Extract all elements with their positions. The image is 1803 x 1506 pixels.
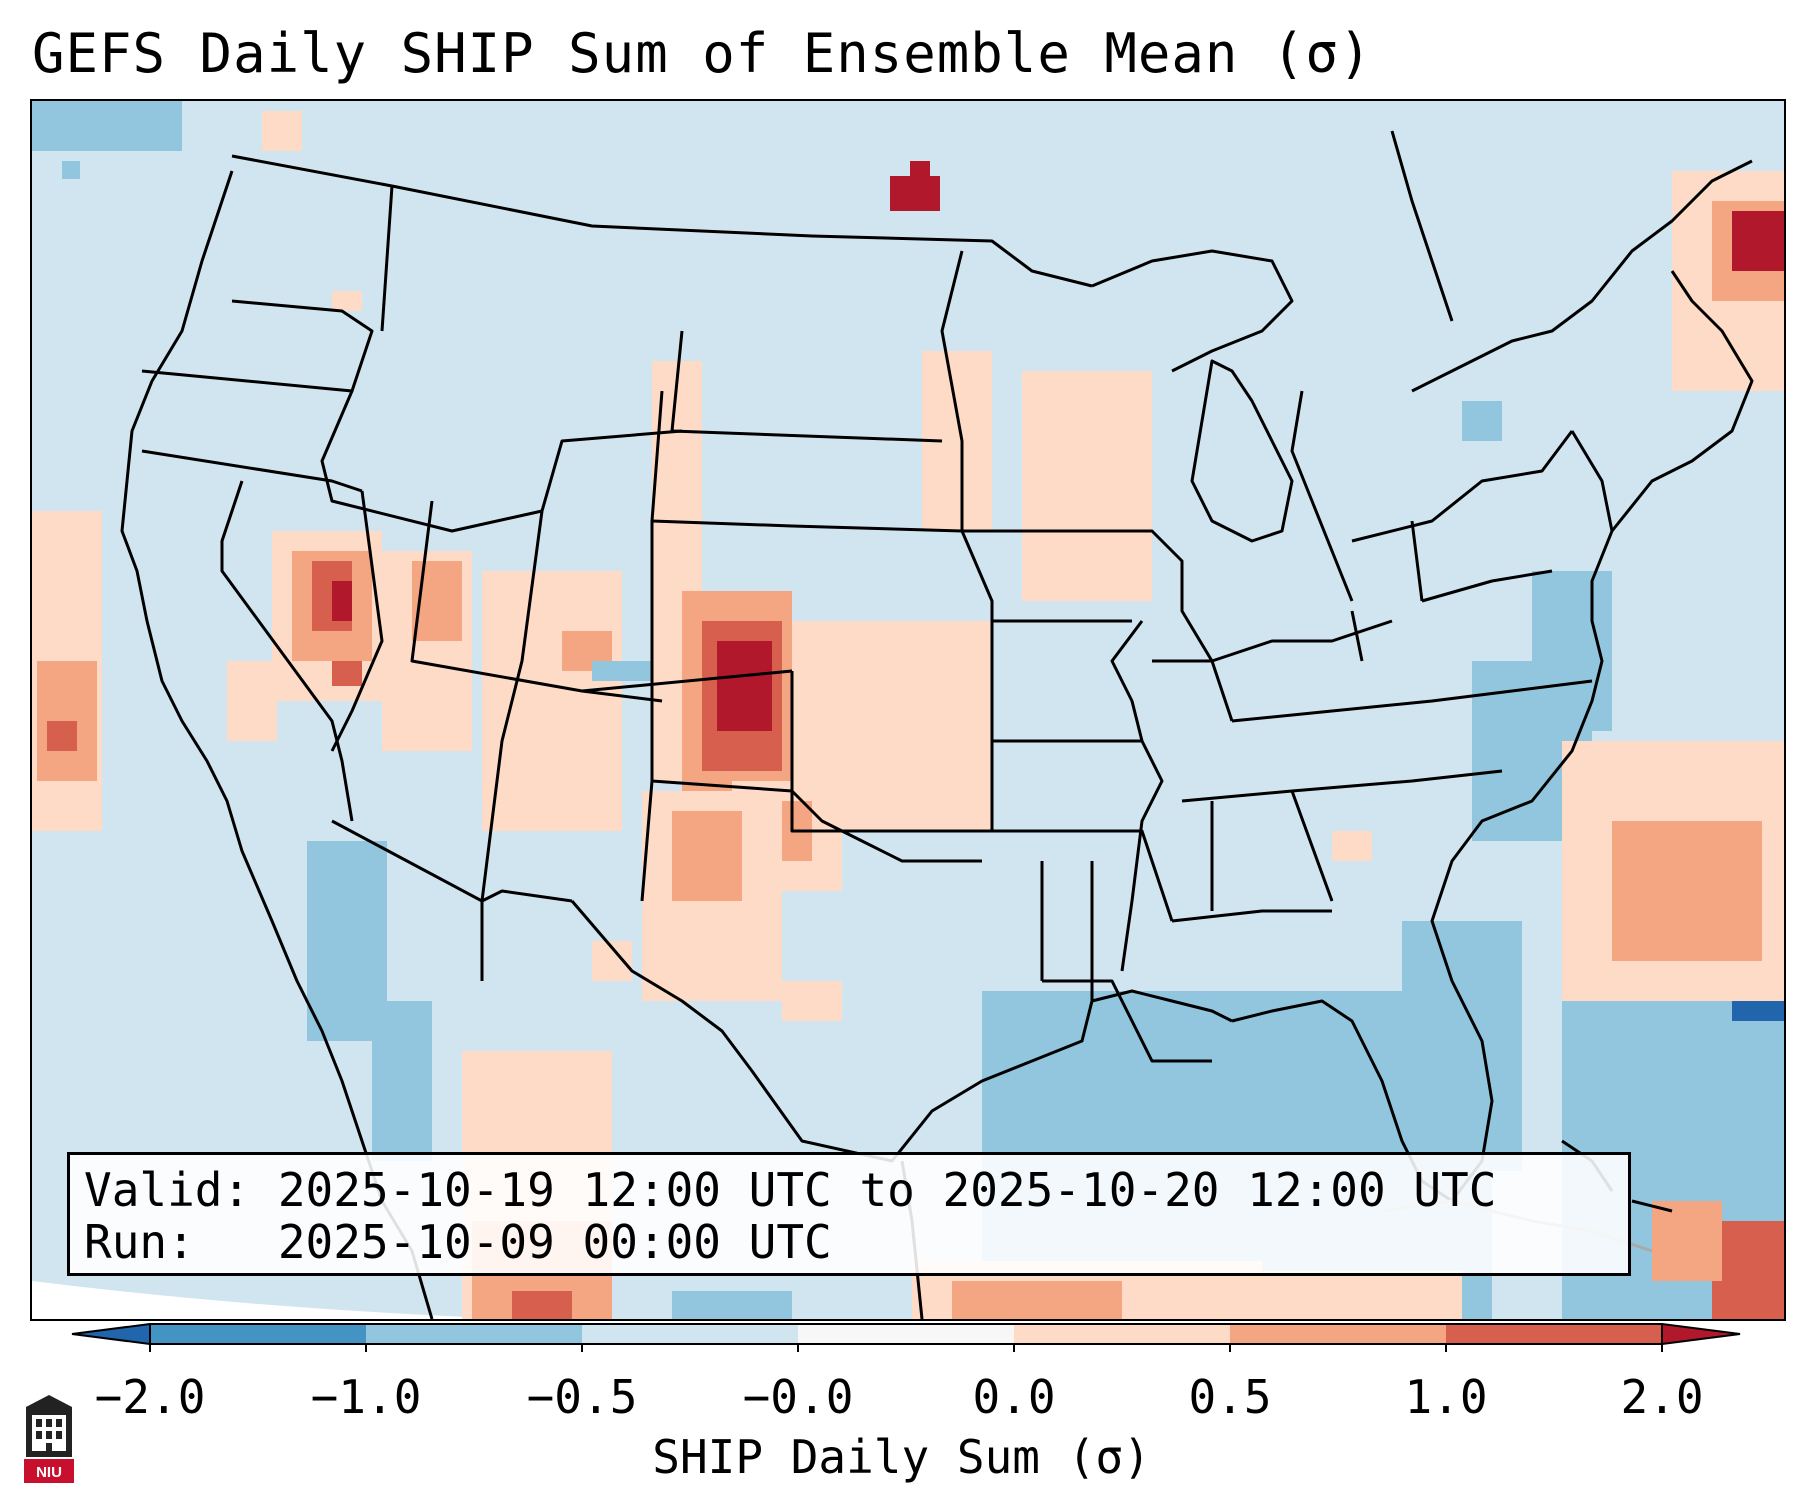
colorbar-tick-label: 0.5 <box>1188 1370 1272 1424</box>
colorbar-segment <box>798 1324 1015 1344</box>
ship-field <box>32 101 1784 1319</box>
state-borders <box>120 130 1754 1319</box>
colorbar <box>71 1323 1741 1352</box>
colorbar-tick-label: 0.0 <box>972 1370 1056 1424</box>
projection-edge <box>32 1281 517 1319</box>
colorbar-segment <box>366 1324 583 1344</box>
colorbar-extend-low <box>72 1324 150 1344</box>
colorbar-tick-label: −1.0 <box>310 1370 422 1424</box>
colorbar-tick-label: 1.0 <box>1404 1370 1488 1424</box>
colorbar-segment <box>1446 1324 1663 1344</box>
niu-logo: NIU <box>24 1395 74 1483</box>
map-panel <box>30 99 1786 1321</box>
colorbar-extend-high <box>1662 1324 1740 1344</box>
colorbar-tick-label: −2.0 <box>94 1370 206 1424</box>
colorbar-segment <box>1014 1324 1231 1344</box>
colorbar-tick-label: 2.0 <box>1620 1370 1704 1424</box>
run-time-text: Run: 2025-10-09 00:00 UTC <box>84 1215 832 1269</box>
colorbar-tick-label: −0.0 <box>742 1370 854 1424</box>
svg-text:NIU: NIU <box>36 1464 62 1481</box>
valid-time-text: Valid: 2025-10-19 12:00 UTC to 2025-10-2… <box>84 1163 1497 1217</box>
colorbar-tick-label: −0.5 <box>526 1370 638 1424</box>
colorbar-segment <box>1230 1324 1447 1344</box>
colorbar-segment <box>582 1324 799 1344</box>
map-title: GEFS Daily SHIP Sum of Ensemble Mean (σ) <box>32 22 1373 85</box>
colorbar-segment <box>150 1324 367 1344</box>
info-box: Valid: 2025-10-19 12:00 UTC to 2025-10-2… <box>67 1152 1631 1276</box>
colorbar-label: SHIP Daily Sum (σ) <box>652 1430 1151 1484</box>
